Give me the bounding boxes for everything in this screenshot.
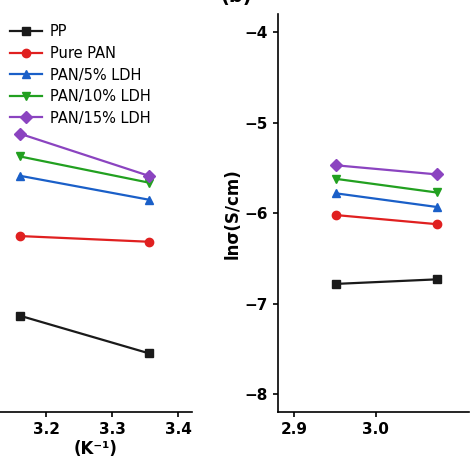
PP bbox=[146, 350, 152, 356]
Line: PP: PP bbox=[16, 311, 153, 357]
Line: PAN/5% LDH: PAN/5% LDH bbox=[16, 172, 153, 204]
Legend: PP, Pure PAN, PAN/5% LDH, PAN/10% LDH, PAN/15% LDH: PP, Pure PAN, PAN/5% LDH, PAN/10% LDH, P… bbox=[7, 21, 153, 128]
Text: (b): (b) bbox=[220, 0, 252, 6]
Y-axis label: lnσ(S/cm): lnσ(S/cm) bbox=[224, 168, 242, 259]
PP bbox=[17, 313, 23, 319]
PAN/15% LDH bbox=[17, 131, 23, 137]
Line: Pure PAN: Pure PAN bbox=[16, 232, 153, 246]
PAN/10% LDH bbox=[17, 154, 23, 159]
PAN/5% LDH bbox=[146, 197, 152, 202]
PAN/15% LDH bbox=[146, 173, 152, 179]
Pure PAN bbox=[17, 233, 23, 239]
PAN/10% LDH bbox=[146, 180, 152, 185]
Pure PAN bbox=[146, 239, 152, 245]
X-axis label: (K⁻¹): (K⁻¹) bbox=[74, 440, 118, 458]
PAN/5% LDH bbox=[17, 173, 23, 179]
Line: PAN/15% LDH: PAN/15% LDH bbox=[16, 129, 153, 180]
Line: PAN/10% LDH: PAN/10% LDH bbox=[16, 152, 153, 187]
